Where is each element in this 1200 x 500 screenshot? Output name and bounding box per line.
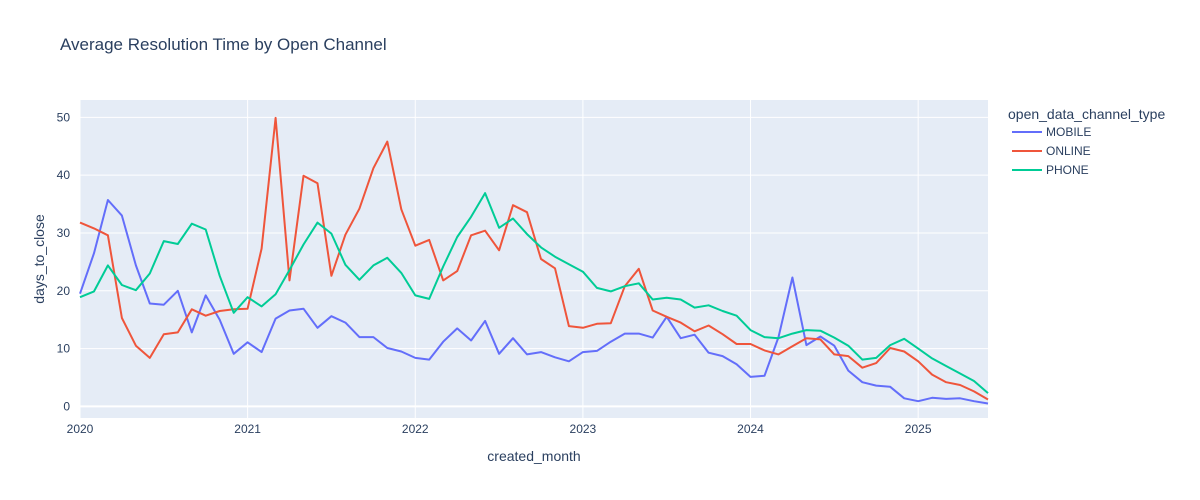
x-tick-label: 2025 <box>905 422 932 436</box>
x-tick-label: 2020 <box>67 422 94 436</box>
legend-item-mobile[interactable]: MOBILE <box>1046 125 1091 139</box>
plot-area <box>80 100 988 418</box>
y-axis-title: days_to_close <box>31 214 47 304</box>
legend-title: open_data_channel_type <box>1008 106 1165 122</box>
legend-item-phone[interactable]: PHONE <box>1046 163 1089 177</box>
x-tick-label: 2023 <box>570 422 597 436</box>
series-line-online <box>79 116 989 401</box>
x-tick-label: 2022 <box>402 422 429 436</box>
x-axis-ticks: 2020 2021 2022 2023 2024 2025 <box>67 422 932 436</box>
y-tick-label: 40 <box>57 168 71 182</box>
y-tick-label: 0 <box>63 399 70 413</box>
legend-item-online[interactable]: ONLINE <box>1046 144 1091 158</box>
y-axis-ticks: 0 10 20 30 40 50 <box>57 110 71 413</box>
y-tick-label: 10 <box>57 342 71 356</box>
x-tick-label: 2024 <box>737 422 764 436</box>
x-axis-title: created_month <box>487 448 580 464</box>
legend: open_data_channel_type MOBILE ONLINE PHONE <box>1008 106 1165 177</box>
y-tick-label: 50 <box>57 110 71 124</box>
series-line-mobile <box>79 199 989 405</box>
series-lines <box>79 116 989 405</box>
y-tick-label: 30 <box>57 226 71 240</box>
chart-title: Average Resolution Time by Open Channel <box>60 35 387 54</box>
series-line-phone <box>79 192 989 394</box>
y-tick-label: 20 <box>57 284 71 298</box>
x-tick-label: 2021 <box>234 422 261 436</box>
